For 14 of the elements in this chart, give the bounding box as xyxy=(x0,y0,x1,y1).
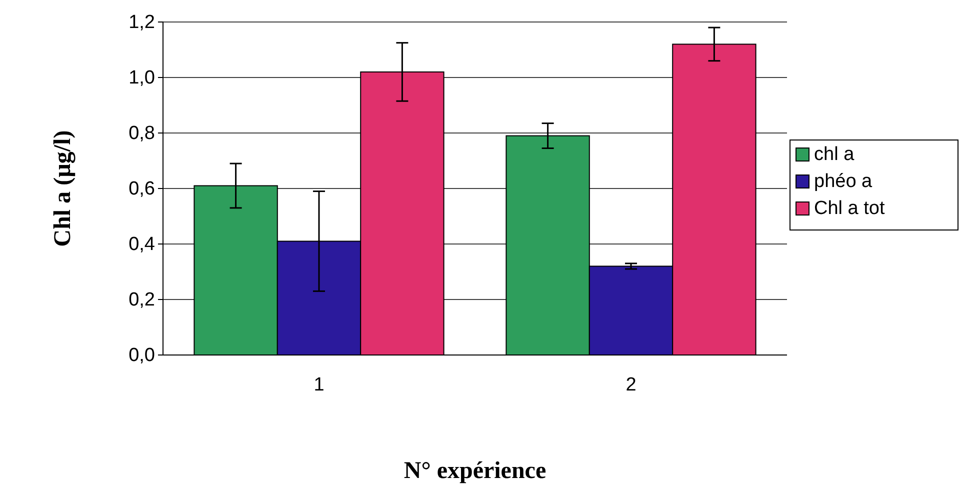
y-tick-label: 1,2 xyxy=(128,12,155,34)
y-tick-label: 0,8 xyxy=(128,123,155,144)
y-tick-label: 0,0 xyxy=(128,345,155,366)
legend-label: phéo a xyxy=(814,171,873,192)
x-tick-label: 1 xyxy=(314,374,324,396)
legend-label: Chl a tot xyxy=(814,198,886,219)
y-tick-label: 1,0 xyxy=(128,68,155,89)
y-tick-label: 0,2 xyxy=(128,290,155,311)
y-tick-label: 0,4 xyxy=(128,234,156,256)
legend-label: chl a xyxy=(814,144,855,165)
x-axis-title: N° expérience xyxy=(404,458,546,484)
y-axis-title: Chl a (µg/l) xyxy=(50,130,76,247)
y-tick-label: 0,6 xyxy=(128,178,155,200)
x-tick-label: 2 xyxy=(626,374,636,396)
